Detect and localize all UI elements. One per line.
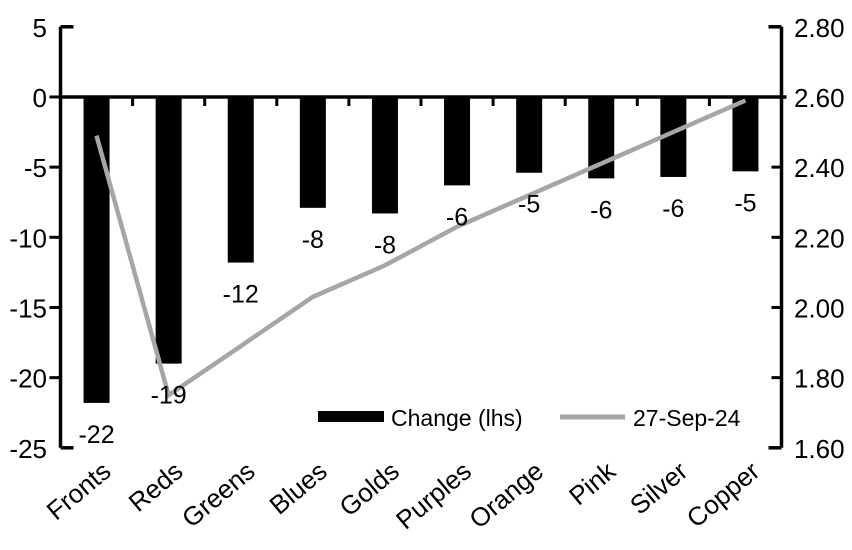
line-series xyxy=(94,98,747,399)
x-category-label: Orange xyxy=(463,456,549,535)
legend-label-line: 27-Sep-24 xyxy=(633,405,741,431)
left-axis-label: -25 xyxy=(9,434,47,464)
right-axis-label: 2.20 xyxy=(794,223,845,253)
left-axis-label: 0 xyxy=(33,83,47,113)
right-axis-label: 2.60 xyxy=(794,83,845,113)
bar-data-label: -6 xyxy=(590,196,612,224)
right-axis-label: 1.80 xyxy=(794,364,845,394)
bar-greens xyxy=(227,97,254,263)
right-axis-label: 2.80 xyxy=(794,13,845,43)
right-axis-label: 1.60 xyxy=(794,434,845,464)
bar-blues xyxy=(299,97,326,208)
bar-data-label: -5 xyxy=(518,191,540,219)
bar-data-label: -8 xyxy=(302,226,324,254)
bar-golds xyxy=(371,97,398,214)
bar-data-label: -5 xyxy=(734,189,756,217)
left-axis-label: -5 xyxy=(24,153,47,183)
right-axis-label: 2.00 xyxy=(794,293,845,323)
bar-reds xyxy=(155,97,182,364)
bar-data-label: -22 xyxy=(78,421,114,449)
x-category-label: Fronts xyxy=(41,456,117,526)
left-axis-label: -10 xyxy=(9,223,47,253)
x-category-label: Greens xyxy=(176,456,261,534)
bar-data-label: -12 xyxy=(223,281,259,309)
bar-orange xyxy=(516,97,543,173)
bar-fronts xyxy=(83,97,110,403)
x-category-label: Copper xyxy=(681,455,766,533)
legend-label-bars: Change (lhs) xyxy=(391,405,523,431)
bar-copper xyxy=(732,97,759,172)
x-category-label: Blues xyxy=(264,456,333,521)
x-category-label: Pink xyxy=(563,455,622,511)
bar-data-label: -6 xyxy=(662,195,684,223)
left-axis-label: 5 xyxy=(33,13,47,43)
bar-data-label: -19 xyxy=(151,382,187,410)
bar-data-label: -6 xyxy=(446,203,468,231)
left-axis-label: -15 xyxy=(9,293,47,323)
bar-data-label: -8 xyxy=(374,231,396,259)
right-axis-label: 2.40 xyxy=(794,153,845,183)
bar-purples xyxy=(444,97,471,186)
legend-bar-swatch xyxy=(318,411,384,422)
left-axis-label: -20 xyxy=(9,364,47,394)
x-category-label: Purples xyxy=(390,456,477,536)
